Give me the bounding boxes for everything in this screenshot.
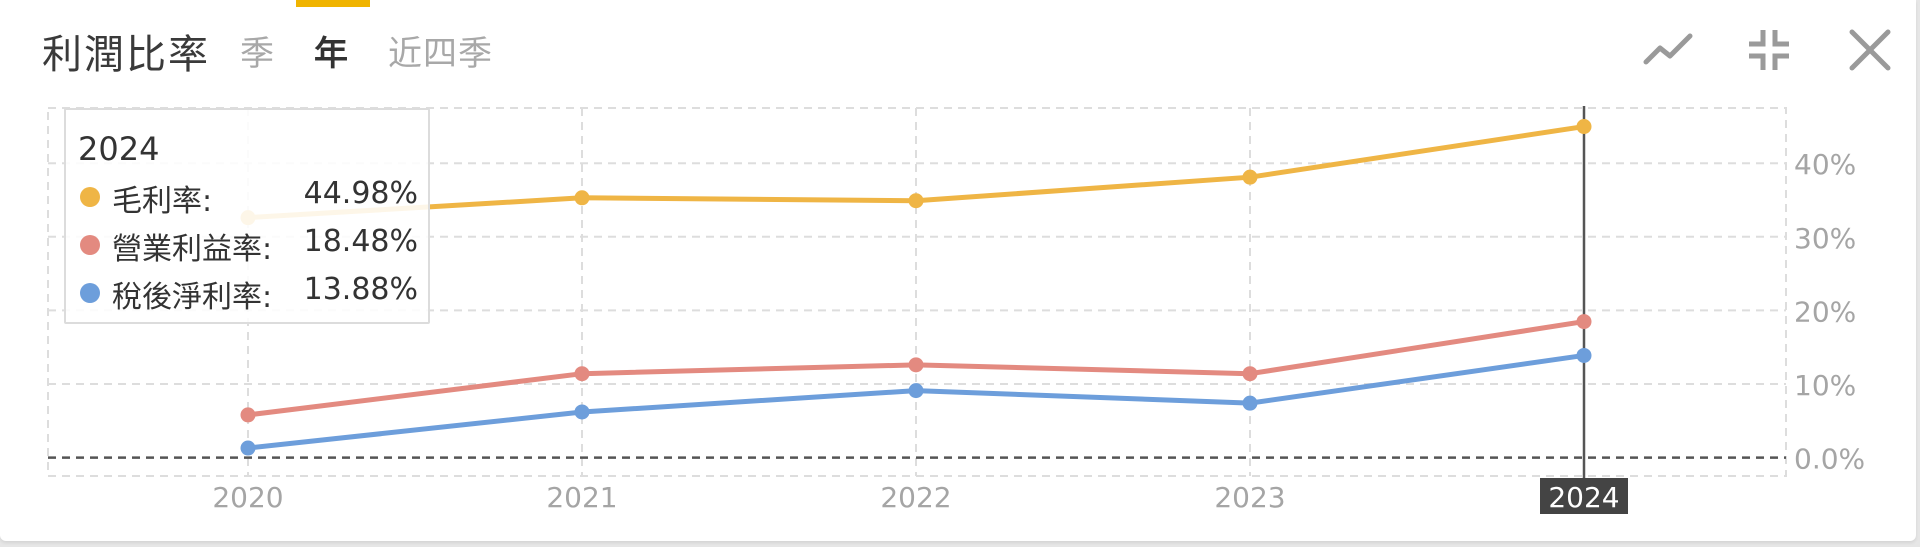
x-tick-label: 2022 xyxy=(880,481,951,514)
net-margin-point-2022 xyxy=(908,383,924,399)
y-tick-label: 0.0% xyxy=(1794,443,1865,476)
operating-margin-point-2022 xyxy=(908,357,924,373)
panel-header: 利潤比率 季 年 近四季 xyxy=(0,0,1916,96)
tab-recent-four-quarters[interactable]: 近四季 xyxy=(388,34,493,74)
tooltip-label: 營業利益率: xyxy=(112,232,273,267)
gross-margin-point-2024 xyxy=(1576,119,1592,135)
chart-area: 0.0% 10% 20% 30% 40% 2020 2021 2022 2023 2024 202… xyxy=(0,96,1916,541)
tab-year[interactable]: 年 xyxy=(314,34,349,74)
line-chart-icon[interactable] xyxy=(1640,22,1696,78)
gross-margin-point-2021 xyxy=(574,190,590,206)
y-tick-label: 20% xyxy=(1794,295,1856,328)
operating-margin-point-2020 xyxy=(240,407,256,423)
y-tick-label: 40% xyxy=(1794,148,1856,181)
y-tick-label: 10% xyxy=(1794,369,1856,402)
panel-title: 利潤比率 xyxy=(42,32,210,78)
x-tick-label: 2020 xyxy=(212,481,283,514)
net-margin-point-2023 xyxy=(1242,395,1258,411)
tooltip-row-net-margin: 稅後淨利率: 13.88% xyxy=(78,272,418,315)
x-tick-label-highlighted: 2024 xyxy=(1548,481,1619,514)
x-tick-highlight-box xyxy=(1540,478,1628,514)
net-margin-point-2021 xyxy=(574,404,590,420)
tooltip-label: 毛利率: xyxy=(112,184,213,219)
y-tick-label: 30% xyxy=(1794,222,1856,255)
gross-margin-point-2023 xyxy=(1242,169,1258,185)
x-tick-label: 2023 xyxy=(1214,481,1285,514)
gross-margin-dot xyxy=(80,187,100,207)
net-margin-point-2024 xyxy=(1576,347,1592,363)
tooltip-value: 13.88% xyxy=(303,272,418,307)
collapse-icon[interactable] xyxy=(1741,22,1797,78)
tooltip-row-operating-margin: 營業利益率: 18.48% xyxy=(78,224,418,267)
tooltip-year: 2024 xyxy=(78,130,160,168)
gross-margin-point-2022 xyxy=(908,193,924,209)
net-margin-dot xyxy=(80,283,100,303)
operating-margin-dot xyxy=(80,235,100,255)
tooltip-label: 稅後淨利率: xyxy=(112,280,273,315)
operating-margin-point-2023 xyxy=(1242,366,1258,382)
operating-margin-point-2021 xyxy=(574,366,590,382)
active-tab-indicator xyxy=(296,0,370,7)
tooltip-row-gross-margin: 毛利率: 44.98% xyxy=(78,176,418,219)
tooltip-value: 44.98% xyxy=(303,176,418,211)
tooltip-value: 18.48% xyxy=(303,224,418,259)
net-margin-point-2020 xyxy=(240,440,256,456)
operating-margin-point-2024 xyxy=(1576,314,1592,330)
close-icon[interactable] xyxy=(1842,22,1898,78)
tab-quarter[interactable]: 季 xyxy=(240,34,275,74)
chart-tooltip: 2024 毛利率: 44.98% 營業利益率: 18.48% 稅後淨利率: 13… xyxy=(64,108,430,324)
x-tick-label: 2021 xyxy=(546,481,617,514)
profit-ratio-chart[interactable]: 0.0% 10% 20% 30% 40% 2020 2021 2022 2023 2024 xyxy=(0,96,1916,541)
